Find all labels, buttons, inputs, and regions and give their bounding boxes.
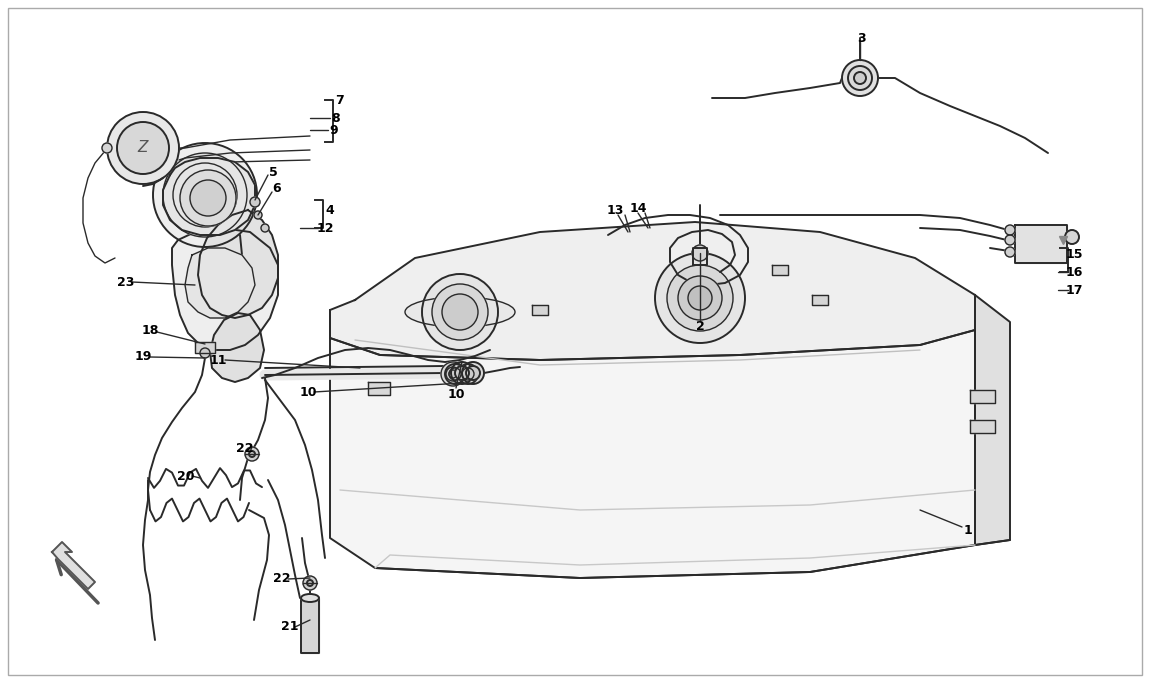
Text: 23: 23 (117, 275, 135, 288)
Text: 2: 2 (696, 320, 704, 333)
Polygon shape (163, 158, 255, 235)
Circle shape (200, 348, 210, 358)
Text: 16: 16 (1065, 266, 1082, 279)
Polygon shape (975, 295, 1010, 545)
Polygon shape (532, 305, 549, 315)
Circle shape (261, 224, 269, 232)
Polygon shape (969, 420, 995, 433)
Polygon shape (185, 248, 255, 318)
Text: 8: 8 (331, 111, 340, 124)
Text: 6: 6 (273, 182, 282, 195)
Circle shape (422, 274, 498, 350)
Circle shape (1005, 225, 1015, 235)
Circle shape (440, 362, 465, 386)
Polygon shape (198, 210, 278, 318)
Circle shape (153, 143, 256, 247)
Circle shape (656, 253, 745, 343)
Circle shape (245, 447, 259, 461)
Circle shape (448, 368, 461, 380)
Ellipse shape (405, 297, 515, 327)
Polygon shape (330, 222, 975, 360)
Circle shape (688, 286, 712, 310)
Text: 1: 1 (964, 523, 973, 537)
Circle shape (190, 180, 227, 216)
Circle shape (250, 451, 255, 457)
Circle shape (667, 265, 733, 331)
Text: 18: 18 (141, 324, 159, 337)
Text: 22: 22 (236, 441, 254, 454)
Text: 10: 10 (299, 385, 316, 398)
Circle shape (432, 284, 488, 340)
Circle shape (462, 368, 474, 380)
Polygon shape (301, 598, 319, 653)
Text: 20: 20 (177, 469, 194, 482)
Text: 10: 10 (447, 389, 465, 402)
Circle shape (455, 366, 469, 380)
Text: 15: 15 (1065, 249, 1083, 262)
Polygon shape (969, 390, 995, 403)
Circle shape (448, 370, 457, 378)
Polygon shape (196, 342, 215, 353)
Circle shape (848, 66, 872, 90)
Text: 12: 12 (316, 221, 333, 234)
Circle shape (854, 72, 866, 84)
Text: 13: 13 (606, 204, 623, 217)
Circle shape (254, 211, 262, 219)
Polygon shape (210, 313, 264, 382)
Text: 19: 19 (135, 350, 152, 363)
Polygon shape (368, 382, 390, 395)
Text: 14: 14 (629, 202, 646, 216)
Text: 21: 21 (282, 620, 299, 634)
Polygon shape (330, 310, 975, 578)
Circle shape (1065, 230, 1079, 244)
Text: 17: 17 (1065, 283, 1083, 296)
Circle shape (107, 112, 179, 184)
Circle shape (181, 170, 236, 226)
Polygon shape (772, 265, 788, 275)
Circle shape (445, 364, 465, 384)
Circle shape (442, 294, 478, 330)
Text: 11: 11 (209, 354, 227, 367)
Circle shape (1005, 247, 1015, 257)
Circle shape (250, 197, 260, 207)
Ellipse shape (301, 594, 319, 602)
Text: 22: 22 (274, 572, 291, 585)
Polygon shape (1015, 225, 1067, 263)
Circle shape (451, 362, 473, 384)
Text: 9: 9 (330, 124, 338, 137)
Circle shape (842, 60, 877, 96)
Circle shape (678, 276, 722, 320)
Circle shape (692, 245, 708, 261)
Text: 5: 5 (269, 165, 277, 178)
Circle shape (172, 163, 237, 227)
Circle shape (458, 364, 478, 384)
Circle shape (466, 366, 480, 380)
Circle shape (102, 143, 112, 153)
Circle shape (462, 362, 484, 384)
Polygon shape (172, 228, 278, 350)
Circle shape (302, 576, 317, 590)
Text: 7: 7 (336, 94, 344, 107)
Text: Z: Z (138, 141, 148, 156)
Text: 3: 3 (858, 31, 866, 44)
Circle shape (1005, 235, 1015, 245)
Polygon shape (812, 295, 828, 305)
Circle shape (307, 580, 313, 586)
Text: 4: 4 (325, 204, 335, 217)
Circle shape (117, 122, 169, 174)
Polygon shape (52, 542, 95, 589)
Circle shape (163, 153, 247, 237)
Circle shape (446, 367, 460, 381)
